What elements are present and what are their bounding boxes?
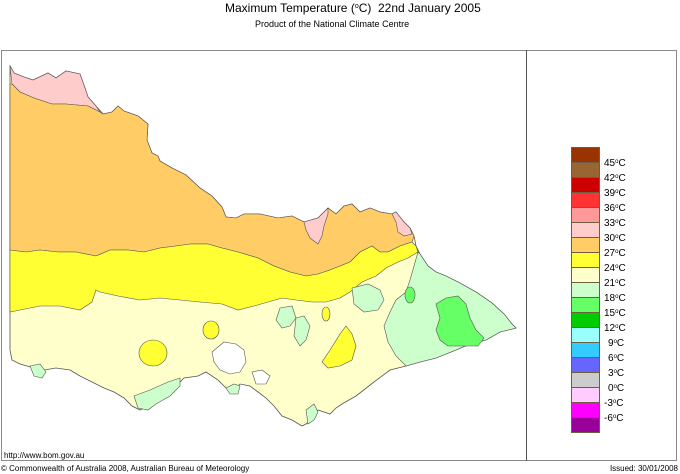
legend-swatch-24-27 [571,252,600,267]
legend-label: 24oC [604,263,626,274]
legend-swatch-30-33 [571,222,600,237]
map-title: Maximum Temperature (oC) 22nd January 20… [0,0,680,16]
source-url[interactable]: http://www.bom.gov.au [4,451,85,460]
legend-label: 27oC [604,248,626,259]
subtitle: Product of the National Climate Centre [255,19,410,29]
title-date: 22nd January 2005 [378,1,481,15]
legend-swatch-39-42 [571,177,600,192]
legend-label: -3oC [604,398,624,409]
legend-swatch-45-48 [571,147,600,162]
legend-swatch-18-21 [571,282,600,297]
copyright-notice: © Commonwealth of Australia 2008, Austra… [1,464,250,473]
title-variable: Maximum Temperature (oC) [225,1,372,15]
legend-label: 42oC [604,173,626,184]
legend-label: 18oC [604,293,626,304]
legend-label: 45oC [604,158,626,169]
legend-swatch-9-12 [571,327,600,342]
legend-swatch-3-6 [571,357,600,372]
legend-label: -6oC [604,413,624,424]
legend-label: 30oC [604,233,626,244]
legend-label: 21oC [604,278,626,289]
legend-swatch-36-39 [571,192,600,207]
legend-label: 36oC [604,203,626,214]
legend-swatch-m3-0 [571,387,600,402]
legend-swatch-33-36 [571,207,600,222]
legend-label: 6oC [608,353,625,364]
legend-label: 3oC [608,368,625,379]
issued-date: Issued: 30/01/2008 [609,464,678,473]
legend-swatch-0-3 [571,372,600,387]
legend-swatch-15-18 [571,297,600,312]
legend-swatch-21-24 [571,267,600,282]
legend-label: 39oC [604,188,626,199]
legend-swatch-12-15 [571,312,600,327]
legend-label: 0oC [608,383,625,394]
legend-divider [526,50,527,461]
legend-swatch-m6-m3 [571,402,600,417]
legend-swatch-27-30 [571,237,600,252]
temperature-legend [571,147,600,433]
map-frame [1,50,677,461]
legend-label: 9oC [608,338,625,349]
legend-label: 15oC [604,308,626,319]
legend-swatch-below-m6 [571,417,600,433]
legend-swatch-42-45 [571,162,600,177]
legend-swatch-6-9 [571,342,600,357]
legend-label: 33oC [604,218,626,229]
legend-label: 12oC [604,323,626,334]
